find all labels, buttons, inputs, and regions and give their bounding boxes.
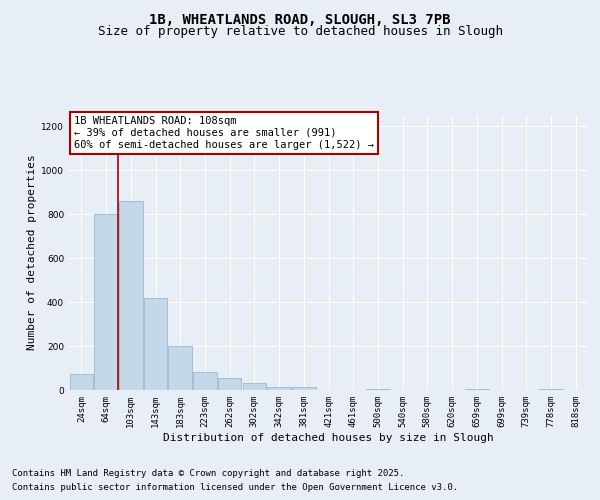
Bar [169,346,192,390]
Text: Contains public sector information licensed under the Open Government Licence v3: Contains public sector information licen… [12,484,458,492]
Bar [268,386,291,390]
Text: Size of property relative to detached houses in Slough: Size of property relative to detached ho… [97,25,503,38]
Bar [70,374,93,390]
Text: Contains HM Land Registry data © Crown copyright and database right 2025.: Contains HM Land Registry data © Crown c… [12,468,404,477]
Bar [292,386,316,390]
Bar [119,201,143,390]
Bar [218,378,241,390]
Bar [144,298,167,390]
X-axis label: Distribution of detached houses by size in Slough: Distribution of detached houses by size … [163,432,494,442]
Bar [366,389,389,390]
Text: 1B, WHEATLANDS ROAD, SLOUGH, SL3 7PB: 1B, WHEATLANDS ROAD, SLOUGH, SL3 7PB [149,12,451,26]
Bar [193,372,217,390]
Bar [465,389,488,390]
Bar [539,389,563,390]
Bar [94,214,118,390]
Text: 1B WHEATLANDS ROAD: 108sqm
← 39% of detached houses are smaller (991)
60% of sem: 1B WHEATLANDS ROAD: 108sqm ← 39% of deta… [74,116,374,150]
Y-axis label: Number of detached properties: Number of detached properties [27,154,37,350]
Bar [242,384,266,390]
